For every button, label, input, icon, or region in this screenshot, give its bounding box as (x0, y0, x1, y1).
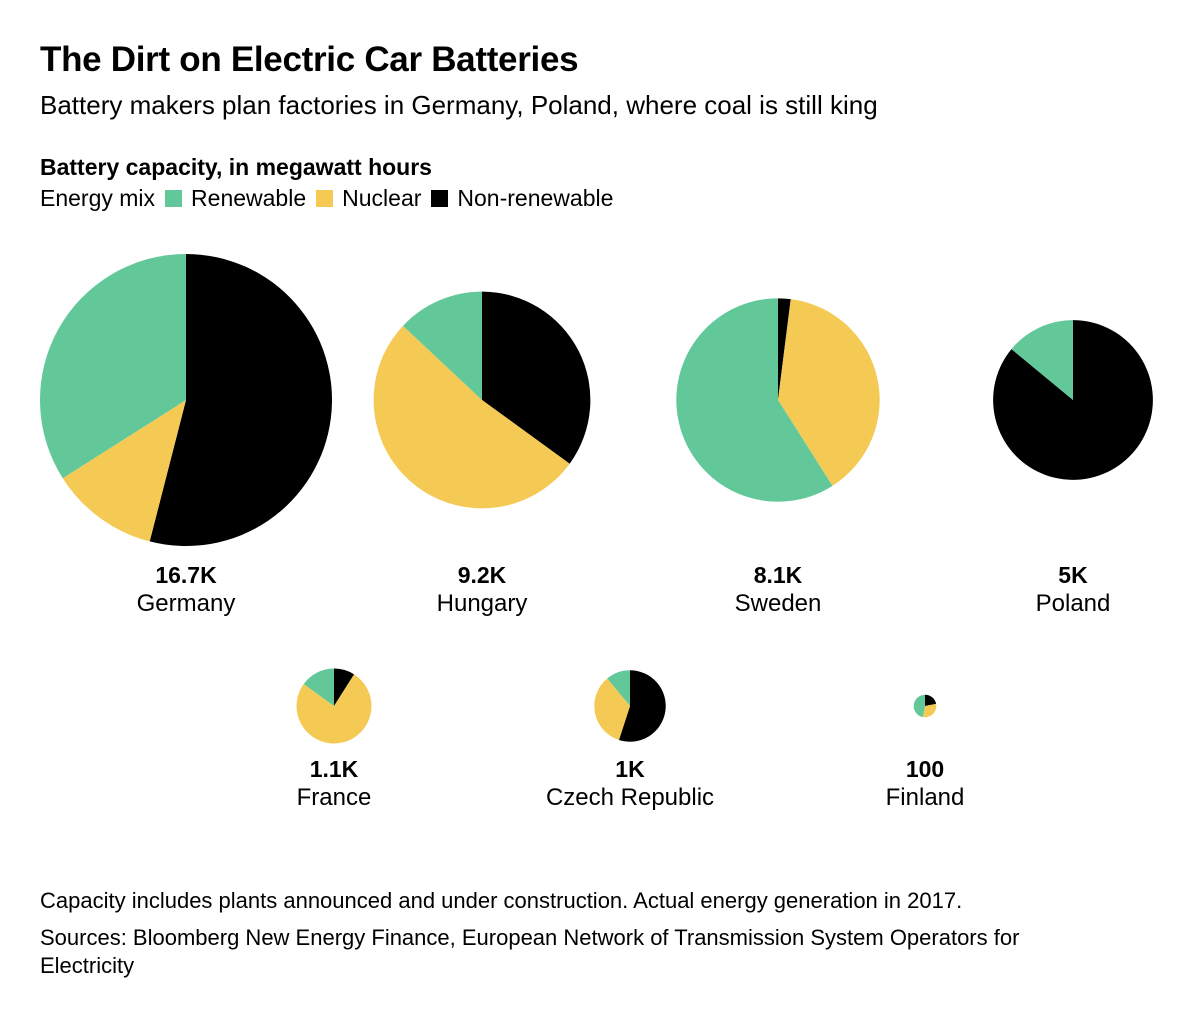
country-label-france: France (297, 784, 372, 811)
slice-germany-nuclear (62, 400, 187, 542)
slice-poland-renewable (1011, 320, 1073, 400)
slice-czech-republic-nuclear (594, 678, 630, 740)
country-label-czech-republic: Czech Republic (546, 784, 714, 811)
legend-item-non-renewable: Non-renewable (457, 185, 614, 211)
legend-label: Energy mix (40, 185, 156, 211)
sources-note: Sources: Bloomberg New Energy Finance, E… (40, 925, 1020, 978)
country-label-finland: Finland (886, 784, 965, 811)
country-label-hungary: Hungary (437, 590, 528, 617)
legend-swatch-non-renewable (431, 190, 449, 207)
legend-item-renewable: Renewable (191, 185, 307, 211)
pie-poland (993, 320, 1153, 480)
chart-title: The Dirt on Electric Car Batteries (40, 40, 579, 79)
slice-sweden-renewable (676, 298, 833, 502)
slice-finland-non-renewable (925, 694, 937, 706)
capacity-label-france: 1.1K (310, 756, 359, 782)
slice-finland-renewable (913, 694, 925, 718)
pie-france (296, 668, 372, 744)
country-label-germany: Germany (137, 590, 236, 617)
slice-hungary-renewable (403, 291, 482, 400)
legend-item-nuclear: Nuclear (342, 185, 422, 211)
capacity-label-finland: 100 (906, 756, 944, 782)
country-label-poland: Poland (1036, 590, 1111, 617)
slice-france-non-renewable (334, 668, 355, 706)
legend-swatch-renewable (165, 190, 183, 207)
pie-sweden (676, 298, 880, 502)
capacity-label-czech-republic: 1K (615, 756, 645, 782)
pie-finland (913, 694, 937, 718)
pie-hungary (373, 291, 591, 509)
slice-germany-non-renewable (149, 254, 333, 547)
capacity-label-poland: 5K (1058, 562, 1088, 588)
capacity-label-hungary: 9.2K (458, 562, 507, 588)
slice-france-renewable (303, 668, 334, 706)
footnote: Capacity includes plants announced and u… (40, 888, 963, 913)
chart-subtitle: Battery makers plan factories in Germany… (40, 90, 878, 120)
measure-label: Battery capacity, in megawatt hours (40, 154, 432, 180)
slice-germany-renewable (40, 254, 187, 479)
legend: Energy mix Renewable Nuclear Non-renewab… (40, 185, 613, 212)
slice-finland-nuclear (922, 703, 937, 718)
country-label-sweden: Sweden (735, 590, 822, 617)
slice-france-nuclear (296, 674, 372, 744)
legend-swatch-nuclear (316, 190, 334, 207)
pie-germany (40, 254, 333, 547)
pie-czech-republic (594, 670, 666, 742)
slice-czech-republic-non-renewable (618, 670, 666, 742)
slice-sweden-non-renewable (778, 298, 791, 400)
slice-hungary-non-renewable (482, 291, 591, 464)
capacity-label-germany: 16.7K (155, 562, 217, 588)
slice-sweden-nuclear (778, 299, 880, 486)
slice-czech-republic-renewable (607, 670, 630, 706)
slice-hungary-nuclear (373, 325, 570, 509)
capacity-label-sweden: 8.1K (754, 562, 803, 588)
